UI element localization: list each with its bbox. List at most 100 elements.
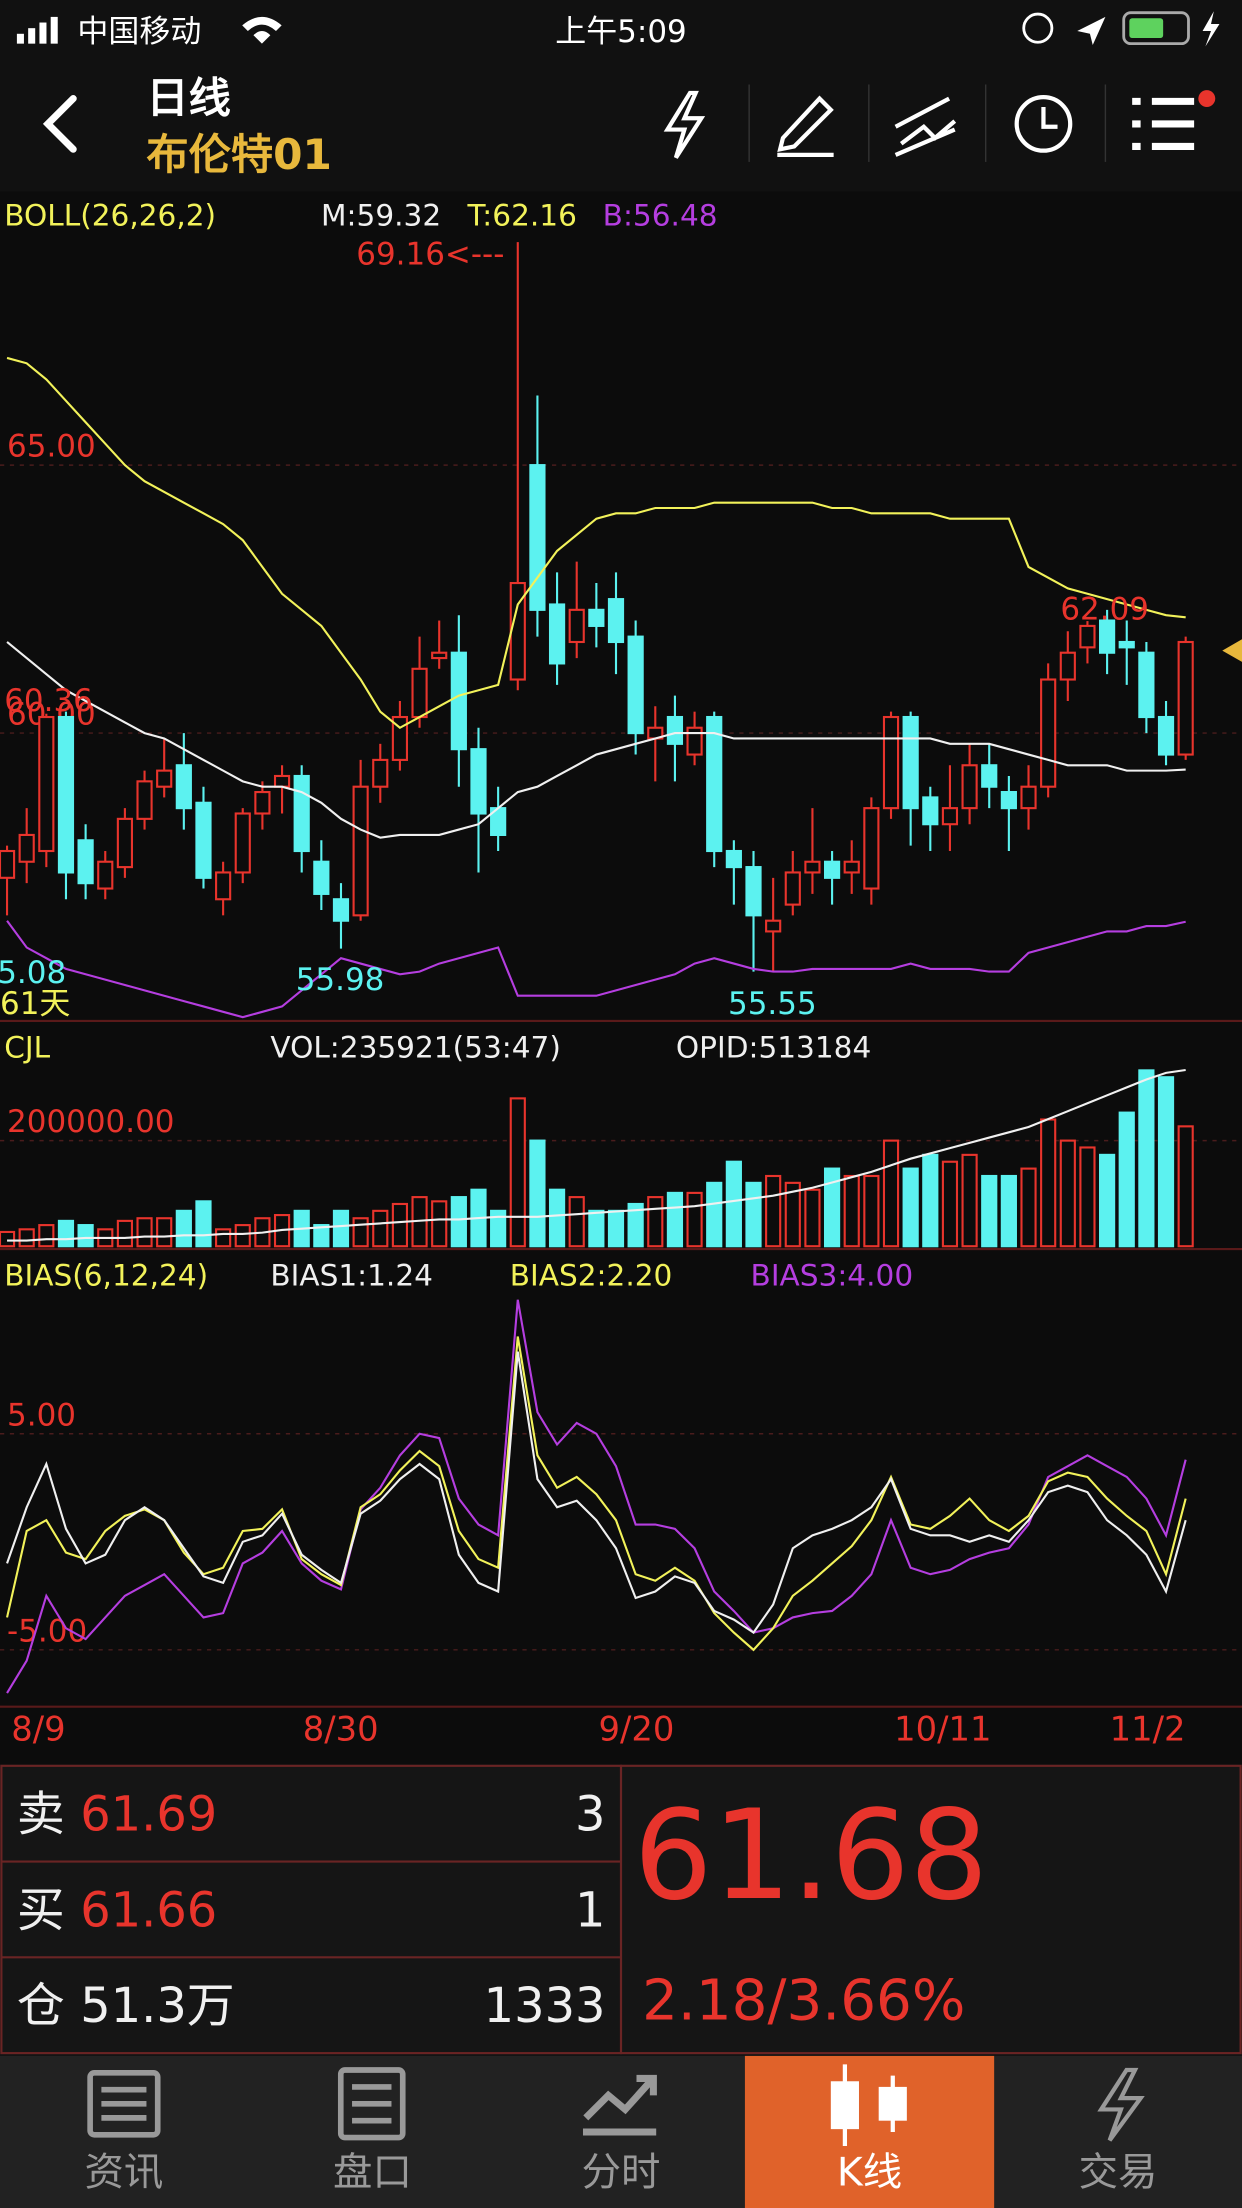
candle-body [450,651,467,751]
battery-level [1129,18,1164,39]
candle-body [215,871,232,901]
quote-side: 仓 [17,1979,65,2034]
volume-bar [843,1174,860,1248]
volume-bar [1079,1146,1096,1248]
volume-bar [1177,1125,1194,1248]
volume-bar [823,1167,841,1248]
volume-bar [116,1219,134,1248]
y-tick-label: 5.00 [7,1397,76,1433]
volume-bar [1000,1174,1017,1248]
candle-body [411,667,428,719]
clock: 上午5:09 [555,14,686,50]
back-button[interactable] [42,95,77,153]
active-tab-bg [744,2055,995,2208]
x-tick-label: 10/11 [894,1709,991,1748]
news-icon-lines [101,2086,147,2121]
kline-icon-body [830,2081,859,2130]
price-pointer [1222,639,1242,662]
candle-body [922,796,939,826]
boll-mid [6,641,1186,839]
x-tick-label: 9/20 [598,1709,674,1748]
volume-bar [647,1196,664,1248]
left-low-label: 5.08 [0,955,66,991]
candle-body [784,871,801,906]
tab[interactable]: K线 [837,2149,902,2195]
quote-qty: 3 [575,1788,605,1843]
x-tick-label: 8/9 [11,1709,65,1748]
price-box [619,1764,1242,2055]
candle-body [529,464,546,611]
volume-bar [529,1139,546,1248]
volume-bar [1099,1153,1116,1248]
candle-body [961,764,978,810]
tab[interactable]: 资讯 [85,2149,164,2195]
low-label: 55.55 [728,986,817,1022]
candle-body [745,866,762,917]
boll-lower [6,920,1186,1019]
candle-body [313,860,330,895]
y-tick-label: -5.00 [7,1613,87,1649]
volume-bar [981,1174,998,1248]
candle-body [1157,715,1175,756]
candle-body [1059,651,1076,681]
kline-icon-body [878,2086,907,2121]
tab[interactable]: 交易 [1079,2149,1158,2195]
candle-body [195,801,212,879]
volume-bar [431,1200,448,1248]
lock-icon [1022,12,1054,44]
candle-body [765,919,782,933]
menu-button[interactable] [1132,97,1195,150]
volume-bar [961,1153,978,1248]
volume-bar [607,1209,625,1248]
candle-body [981,764,998,788]
volume-bar [941,1160,959,1248]
volume-bar [38,1224,55,1248]
symbol: 布伦特01 [146,130,331,179]
draw-button[interactable] [777,95,834,158]
candle-body [372,758,389,788]
volume-bar [352,1217,369,1248]
candle-body [706,715,723,853]
notification-dot [1198,90,1216,108]
candle-body [57,715,75,874]
candle-body [941,807,959,826]
candle-body [863,807,880,890]
tab[interactable]: 盘口 [333,2149,412,2195]
boll-mid-value: M:59.32 [321,198,441,232]
candle-body [38,715,55,853]
candle-body [1079,624,1096,649]
candle-body [391,715,409,761]
candle-body [77,839,94,885]
quote-side: 卖 [17,1788,65,1843]
candle-body [293,774,310,853]
candle-body [568,608,585,644]
volume-bar [1020,1167,1037,1248]
candle-body [823,860,841,879]
volume-bar [490,1209,507,1248]
wifi-icon [242,16,282,44]
volume-bar [175,1209,192,1248]
volume-bar [627,1202,644,1248]
candle-body [273,774,291,788]
carrier: 中国移动 [77,14,201,50]
price-change: 2.18/3.66% [642,1968,965,2033]
volume-bar [1040,1118,1057,1248]
candle-body [804,860,821,874]
indicator-button[interactable] [894,96,957,157]
quote-qty: 1333 [484,1979,606,2034]
volume-bar [57,1219,75,1248]
candle-body [902,715,919,810]
volume-bar [1118,1111,1135,1248]
opid-value: OPID:513184 [676,1031,871,1065]
candle-body [843,860,860,874]
flash-button[interactable] [663,90,706,159]
signal [50,16,58,44]
bias3-value: BIAS3:4.00 [751,1259,914,1293]
candle-body [234,812,251,874]
history-button[interactable] [1014,95,1073,153]
volume-bar [745,1181,762,1248]
tab[interactable]: 分时 [582,2149,661,2195]
candle-body [1099,619,1116,654]
candle-body [18,833,35,863]
volume-bar [548,1188,566,1248]
